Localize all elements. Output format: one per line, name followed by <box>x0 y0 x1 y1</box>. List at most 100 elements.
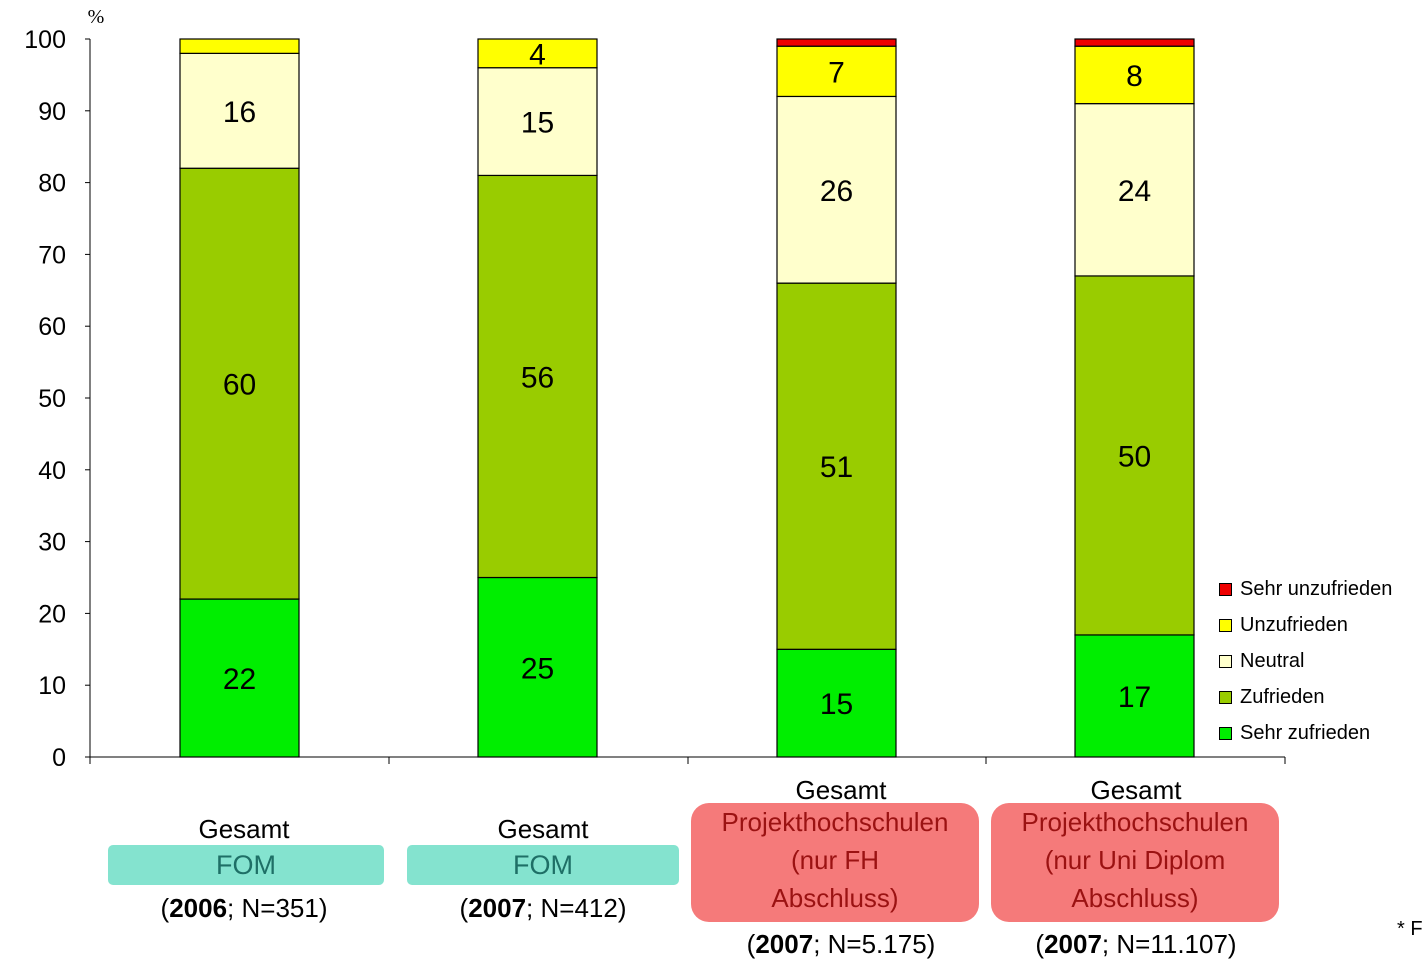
legend-swatch <box>1219 582 1232 596</box>
data-label: 4 <box>529 38 546 71</box>
category-badge-projekthochschulen-uni: Projekthochschulen (nur Uni Diplom Absch… <box>991 803 1279 922</box>
bar-segment-unzufrieden <box>179 38 300 54</box>
legend-item-neutral: Neutral <box>1219 643 1392 679</box>
legend-item-sehr-unzufrieden: Sehr unzufrieden <box>1219 571 1392 607</box>
y-tick-label: 20 <box>38 600 66 628</box>
legend-swatch <box>1219 654 1232 668</box>
category-label-3: Gesamt <box>697 771 985 809</box>
chart-legend: Sehr unzufrieden Unzufrieden Neutral Zuf… <box>1219 571 1392 751</box>
y-tick-label: 50 <box>38 385 66 413</box>
category-top-label: Gesamt <box>1090 775 1182 805</box>
category-top-label: Gesamt <box>795 775 887 805</box>
n-label: ; N=412) <box>526 893 627 923</box>
bar-segment-neutral <box>1074 103 1195 277</box>
category-sample-3: (2007; N=5.175) <box>697 925 985 963</box>
badge-line-1: Projekthochschulen <box>1021 807 1249 837</box>
y-tick-label: 30 <box>38 529 66 557</box>
bar-segment-sehr-zufrieden <box>1074 634 1195 758</box>
bar-segment-unzufrieden <box>776 45 897 98</box>
y-tick-label: 70 <box>38 241 66 269</box>
data-label: 24 <box>1118 175 1151 208</box>
badge-line-2: (nur Uni Diplom <box>1044 845 1226 875</box>
legend-swatch <box>1219 726 1232 740</box>
badge-text: FOM <box>216 850 276 880</box>
y-tick-label: 40 <box>38 457 66 485</box>
bar-segment-sehr-zufrieden <box>776 648 897 758</box>
y-tick-label: 60 <box>38 313 66 341</box>
data-label: 25 <box>521 652 554 685</box>
data-label: 7 <box>828 56 845 89</box>
data-label: 22 <box>223 663 256 696</box>
bar-segment-zufrieden <box>776 282 897 650</box>
bar-segment-neutral <box>776 95 897 284</box>
category-sample-2: (2007; N=412) <box>403 889 683 927</box>
year-label: 2006 <box>169 893 228 923</box>
category-badge-projekthochschulen-fh: Projekthochschulen (nur FH Abschluss) <box>691 803 979 922</box>
legend-item-sehr-zufrieden: Sehr zufrieden <box>1219 715 1392 751</box>
data-label: 56 <box>521 361 554 394</box>
data-label: 51 <box>820 451 853 484</box>
legend-label: Unzufrieden <box>1240 613 1348 636</box>
sample-size-label: (2006; N=351) <box>160 893 328 923</box>
bar-segment-neutral <box>179 52 300 169</box>
category-top-label: Gesamt <box>198 814 290 844</box>
y-tick-label: 10 <box>38 672 66 700</box>
legend-label: Neutral <box>1240 649 1305 672</box>
year-label: 2007 <box>755 929 814 959</box>
bar-segment-zufrieden <box>1074 275 1195 636</box>
data-label: 50 <box>1118 440 1151 473</box>
legend-swatch <box>1219 618 1232 632</box>
badge-line-3: Abschluss) <box>771 883 899 913</box>
badge-line-2: (nur FH <box>790 845 880 875</box>
bar-segment-zufrieden <box>179 167 300 600</box>
bar-segment-unzufrieden <box>477 38 598 69</box>
category-top-label: Gesamt <box>497 814 589 844</box>
category-label-1: Gesamt <box>104 810 384 848</box>
data-label: 60 <box>223 369 256 402</box>
badge-line-3: Abschluss) <box>1071 883 1199 913</box>
badge-text: FOM <box>513 850 573 880</box>
bar-segment-neutral <box>477 67 598 177</box>
category-badge-fom-2006: FOM <box>108 845 384 885</box>
legend-swatch <box>1219 690 1232 704</box>
data-label: 8 <box>1126 60 1143 93</box>
y-tick-label: 90 <box>38 98 66 126</box>
y-tick-label: 0 <box>52 744 66 772</box>
y-axis-label: % <box>88 6 105 28</box>
sample-size-label: (2007; N=5.175) <box>746 929 936 959</box>
n-label: ; N=11.107) <box>1101 929 1237 959</box>
category-badge-fom-2007: FOM <box>407 845 679 885</box>
legend-label: Zufrieden <box>1240 685 1325 708</box>
bar-segment-sehr-zufrieden <box>179 598 300 758</box>
legend-item-zufrieden: Zufrieden <box>1219 679 1392 715</box>
year-label: 2007 <box>468 893 527 923</box>
category-sample-4: (2007; N=11.107) <box>992 925 1280 963</box>
axis-layer: 0 10 20 30 40 50 60 70 80 90 100% <box>24 6 1286 772</box>
legend-item-unzufrieden: Unzufrieden <box>1219 607 1392 643</box>
bar-segment-zufrieden <box>477 174 598 579</box>
bar-segment-unzufrieden <box>1074 45 1195 105</box>
y-tick-label: 100 <box>24 26 66 54</box>
category-label-2: Gesamt <box>403 810 683 848</box>
category-label-4: Gesamt <box>992 771 1280 809</box>
n-label: ; N=5.175) <box>813 929 936 959</box>
data-label: 26 <box>820 175 853 208</box>
bar-segment-sehr-unzufrieden <box>1074 38 1195 47</box>
data-label: 17 <box>1118 681 1151 714</box>
legend-label: Sehr unzufrieden <box>1240 577 1393 600</box>
y-tick-label: 80 <box>38 170 66 198</box>
year-label: 2007 <box>1044 929 1102 959</box>
footnote: * F <box>1397 918 1423 940</box>
n-label: ; N=351) <box>227 893 328 923</box>
legend-label: Sehr zufrieden <box>1240 721 1371 744</box>
sample-size-label: (2007; N=412) <box>459 893 627 923</box>
data-label: 15 <box>820 688 853 721</box>
bar-layer <box>179 38 1195 758</box>
badge-line-1: Projekthochschulen <box>721 807 949 837</box>
data-label: 16 <box>223 96 256 129</box>
sample-size-label: (2007; N=11.107) <box>1035 929 1237 959</box>
label-layer: 22 60 16 25 56 15 4 15 51 26 7 17 50 24 8 <box>223 38 1151 721</box>
bar-segment-sehr-unzufrieden <box>776 38 897 47</box>
category-sample-1: (2006; N=351) <box>104 889 384 927</box>
